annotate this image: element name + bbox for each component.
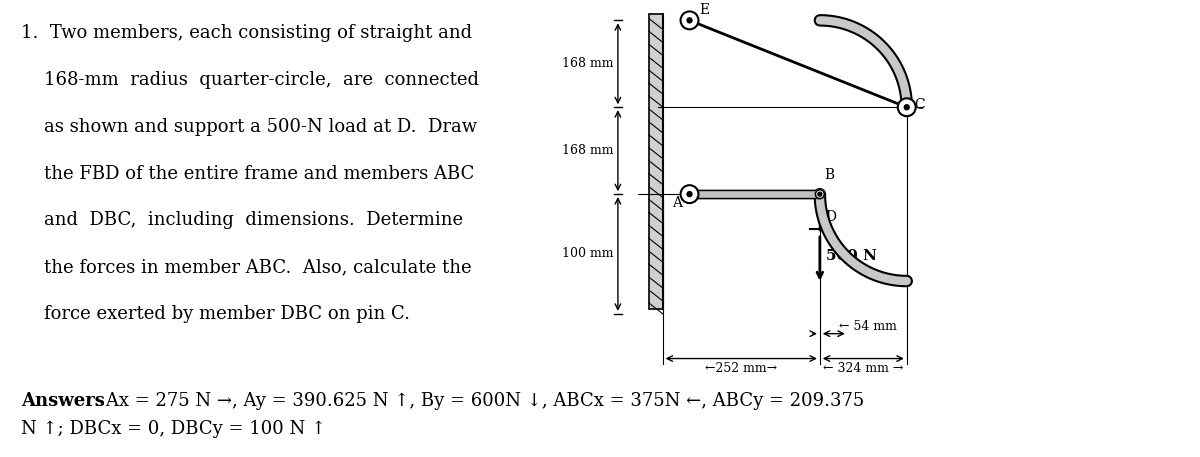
Text: 100 mm: 100 mm xyxy=(563,247,614,260)
Text: Answers: Answers xyxy=(22,393,104,410)
Text: 168 mm: 168 mm xyxy=(563,57,614,70)
Circle shape xyxy=(818,192,822,196)
Bar xyxy=(649,14,662,309)
Bar xyxy=(690,190,820,198)
Circle shape xyxy=(688,18,692,23)
Text: C: C xyxy=(914,98,925,112)
Text: A: A xyxy=(672,196,682,210)
Text: 168-mm  radius  quarter-circle,  are  connected: 168-mm radius quarter-circle, are connec… xyxy=(22,71,479,89)
Text: ← 54 mm: ← 54 mm xyxy=(839,319,896,333)
Text: as shown and support a 500-N load at D.  Draw: as shown and support a 500-N load at D. … xyxy=(22,118,478,136)
Text: the forces in member ABC.  Also, calculate the: the forces in member ABC. Also, calculat… xyxy=(22,258,472,276)
Text: N ↑; DBCx = 0, DBCy = 100 N ↑: N ↑; DBCx = 0, DBCy = 100 N ↑ xyxy=(22,420,326,438)
Circle shape xyxy=(680,11,698,29)
Text: and  DBC,  including  dimensions.  Determine: and DBC, including dimensions. Determine xyxy=(22,211,463,229)
Text: 500 N: 500 N xyxy=(826,250,877,263)
Text: B: B xyxy=(824,168,834,182)
Text: D: D xyxy=(824,209,836,223)
Circle shape xyxy=(688,191,692,197)
Text: : Ax = 275 N →, Ay = 390.625 N ↑, By = 600N ↓, ABCx = 375N ←, ABCy = 209.375: : Ax = 275 N →, Ay = 390.625 N ↑, By = 6… xyxy=(94,393,864,410)
Text: 1.  Two members, each consisting of straight and: 1. Two members, each consisting of strai… xyxy=(22,24,473,43)
Circle shape xyxy=(680,185,698,203)
Text: 168 mm: 168 mm xyxy=(563,144,614,157)
Text: E: E xyxy=(700,3,709,17)
Circle shape xyxy=(898,98,916,116)
Text: force exerted by member DBC on pin C.: force exerted by member DBC on pin C. xyxy=(22,305,410,323)
Text: ← 324 mm →: ← 324 mm → xyxy=(823,361,904,375)
Text: the FBD of the entire frame and members ABC: the FBD of the entire frame and members … xyxy=(22,165,474,183)
Text: ←252 mm→: ←252 mm→ xyxy=(706,361,778,375)
Circle shape xyxy=(905,105,910,110)
Bar xyxy=(690,190,820,198)
Circle shape xyxy=(815,190,824,199)
